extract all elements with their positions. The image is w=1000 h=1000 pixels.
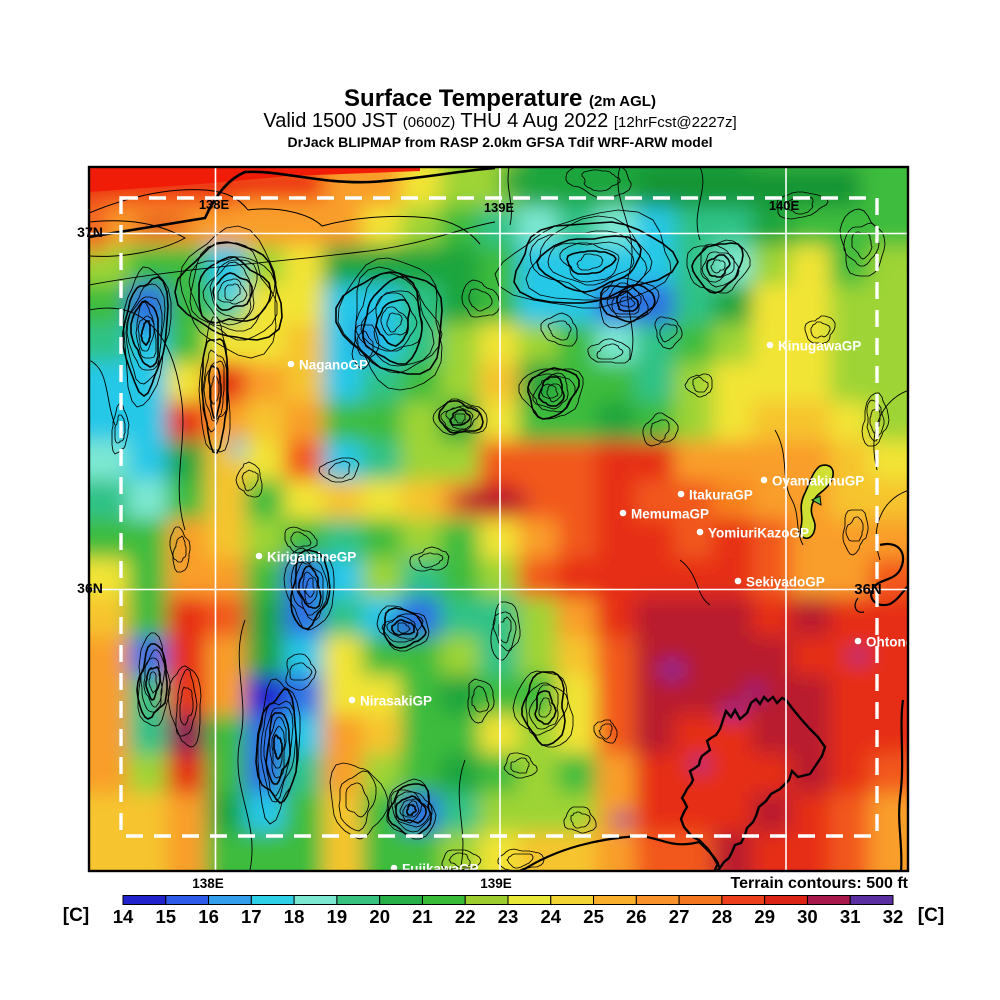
svg-text:36N: 36N: [77, 580, 103, 596]
svg-text:31: 31: [840, 906, 861, 927]
svg-text:140E: 140E: [769, 198, 800, 213]
svg-text:22: 22: [455, 906, 476, 927]
svg-text:30: 30: [797, 906, 818, 927]
svg-text:NaganoGP: NaganoGP: [299, 358, 368, 373]
svg-text:36N: 36N: [854, 581, 882, 598]
svg-text:14: 14: [113, 906, 134, 927]
svg-text:23: 23: [498, 906, 519, 927]
svg-text:29: 29: [754, 906, 775, 927]
svg-text:FujikawaGP: FujikawaGP: [402, 862, 479, 877]
svg-text:21: 21: [412, 906, 433, 927]
svg-text:KirigamineGP: KirigamineGP: [267, 550, 356, 565]
svg-text:28: 28: [712, 906, 733, 927]
svg-text:24: 24: [541, 906, 562, 927]
svg-text:[C]: [C]: [63, 905, 89, 926]
svg-text:NirasakiGP: NirasakiGP: [360, 694, 432, 709]
svg-text:25: 25: [583, 906, 604, 927]
svg-text:OyamakinuGP: OyamakinuGP: [772, 474, 864, 489]
svg-text:17: 17: [241, 906, 262, 927]
svg-text:KinugawaGP: KinugawaGP: [778, 339, 861, 354]
svg-text:MemumaGP: MemumaGP: [631, 507, 709, 522]
svg-text:26: 26: [626, 906, 647, 927]
svg-text:ItakuraGP: ItakuraGP: [689, 488, 753, 503]
svg-text:32: 32: [883, 906, 904, 927]
svg-text:138E: 138E: [192, 876, 224, 891]
svg-text:OhtoneGP: OhtoneGP: [866, 635, 933, 650]
svg-text:Terrain contours: 500 ft: Terrain contours: 500 ft: [730, 875, 908, 892]
svg-text:20: 20: [369, 906, 390, 927]
svg-text:[C]: [C]: [918, 905, 944, 926]
svg-text:SekiyadoGP: SekiyadoGP: [746, 575, 825, 590]
svg-text:18: 18: [284, 906, 305, 927]
svg-text:15: 15: [156, 906, 177, 927]
svg-text:19: 19: [327, 906, 348, 927]
svg-text:YomiuriKazoGP: YomiuriKazoGP: [708, 526, 809, 541]
svg-text:138E: 138E: [199, 197, 230, 212]
svg-text:139E: 139E: [484, 200, 515, 215]
svg-text:37N: 37N: [77, 224, 103, 240]
svg-text:27: 27: [669, 906, 690, 927]
svg-text:16: 16: [198, 906, 219, 927]
svg-text:139E: 139E: [480, 876, 512, 891]
